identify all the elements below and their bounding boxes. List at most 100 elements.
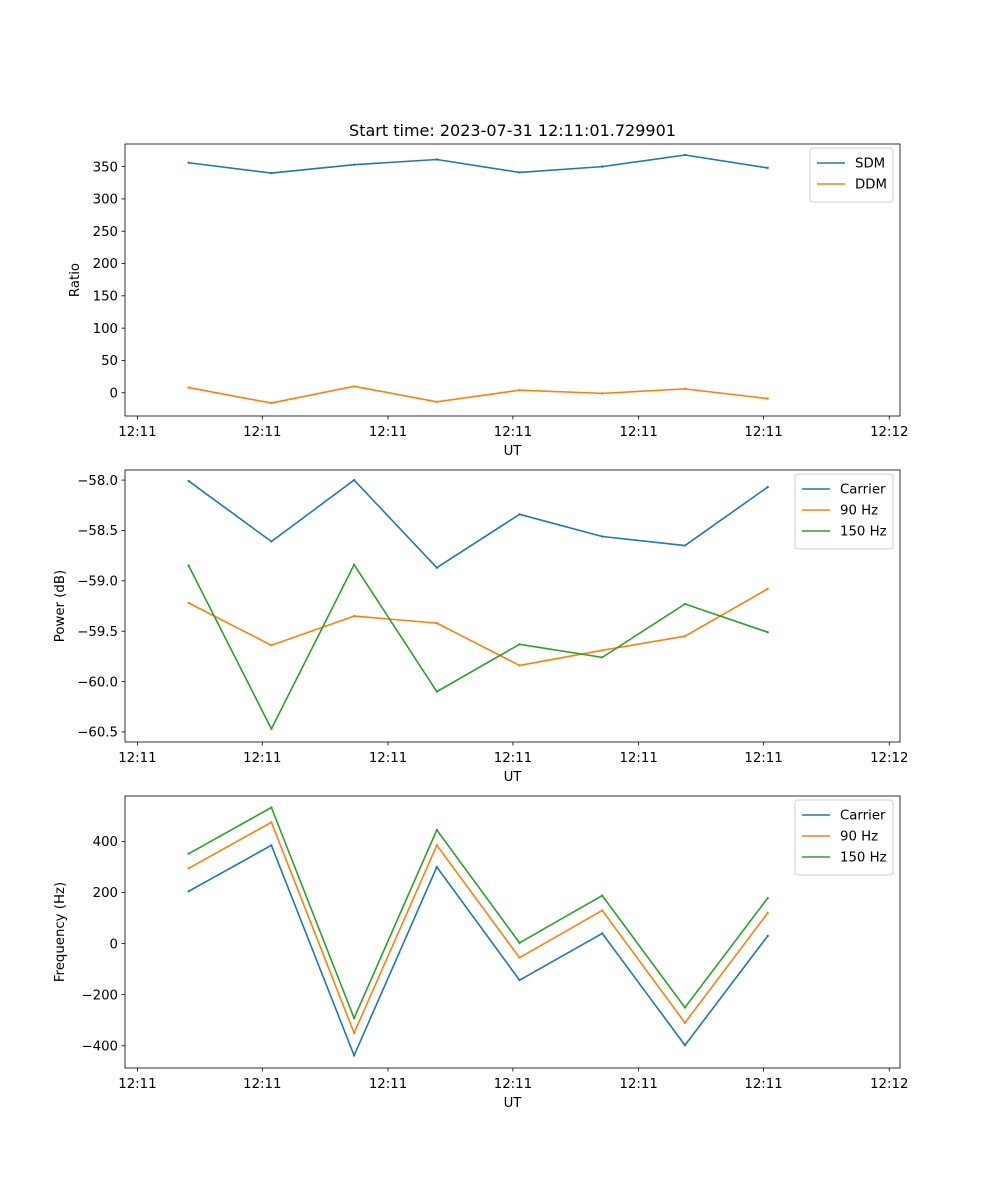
- x-tick-label: 12:12: [870, 1077, 908, 1092]
- data-point: [435, 158, 439, 161]
- series-line-ddm: [188, 385, 768, 404]
- series-line-150-hz: [188, 806, 769, 1019]
- series-line-90-hz: [188, 821, 769, 1034]
- x-tick-label: 12:12: [870, 751, 908, 766]
- data-point: [518, 513, 521, 516]
- y-tick-label: 150: [93, 290, 118, 305]
- y-tick-label: 200: [93, 886, 118, 901]
- y-tick-label: 50: [101, 354, 118, 369]
- data-point: [352, 563, 356, 566]
- series-line-90-hz: [188, 588, 769, 667]
- y-axis-label: Ratio: [68, 263, 83, 297]
- x-tick-label: 12:11: [243, 751, 281, 766]
- data-point: [270, 171, 273, 175]
- data-point: [683, 153, 687, 157]
- legend-box: [809, 147, 894, 203]
- data-point: [270, 401, 273, 405]
- data-point: [270, 821, 273, 824]
- x-tick-label: 12:11: [744, 751, 782, 766]
- data-point: [601, 656, 604, 659]
- data-point: [766, 630, 769, 634]
- data-point: [518, 978, 521, 982]
- data-point: [352, 614, 356, 618]
- chart-panel-2: 12:11 12:11 12:11 12:11 12:11 12:11 12:12 −60.5…: [53, 469, 908, 785]
- data-point: [766, 587, 769, 591]
- legend-entry: 150 Hz: [840, 851, 887, 866]
- data-point: [683, 602, 687, 606]
- data-point: [435, 400, 439, 403]
- series-line-carrier: [188, 479, 769, 569]
- x-tick-label: 12:11: [369, 1077, 407, 1092]
- y-axis-label: Power (dB): [53, 570, 68, 642]
- y-tick-label: −60.0: [77, 675, 118, 690]
- data-point: [766, 485, 769, 489]
- data-point: [601, 894, 604, 897]
- data-point: [683, 635, 687, 638]
- data-point: [435, 566, 439, 569]
- y-tick-label: −58.0: [77, 474, 118, 489]
- y-tick-label: 100: [93, 322, 118, 337]
- x-tick-label: 12:11: [243, 1077, 281, 1092]
- x-tick-label: 12:11: [744, 1077, 782, 1092]
- data-point: [352, 1031, 356, 1035]
- data-point: [187, 601, 190, 605]
- x-tick-label: 12:11: [118, 425, 156, 440]
- data-point: [683, 1044, 687, 1047]
- y-tick-label: 300: [93, 193, 118, 208]
- axes-frame: [124, 469, 901, 743]
- series-line-sdm: [188, 154, 768, 174]
- data-point: [518, 171, 521, 174]
- data-point: [435, 690, 439, 693]
- series-line-150-hz: [187, 563, 768, 730]
- y-tick-label: −400: [81, 1039, 118, 1054]
- y-tick-label: −58.5: [77, 524, 118, 539]
- legend-entry: 90 Hz: [840, 504, 878, 519]
- data-point: [270, 540, 273, 543]
- data-point: [766, 896, 769, 900]
- data-point: [435, 844, 439, 847]
- data-point: [766, 934, 769, 938]
- chart-panel-1: 12:11 12:11 12:11 12:11 12:11 12:11 12:12 0 50 10…: [68, 143, 908, 459]
- data-point: [601, 392, 604, 395]
- x-tick-label: 12:11: [494, 425, 532, 440]
- data-point: [270, 727, 273, 731]
- data-point: [683, 1006, 687, 1009]
- data-point: [601, 535, 604, 538]
- y-tick-label: −200: [81, 988, 118, 1003]
- figure-title: Start time: 2023-07-31 12:11:01.729901: [349, 121, 676, 140]
- x-tick-label: 12:11: [369, 425, 407, 440]
- x-tick-label: 12:11: [619, 751, 657, 766]
- data-point: [187, 890, 190, 893]
- data-point: [683, 1021, 687, 1024]
- legend: Carrier 90 Hz 150 Hz: [794, 799, 894, 876]
- data-point: [601, 909, 604, 912]
- y-tick-label: −60.5: [77, 726, 118, 741]
- x-tick-label: 12:11: [118, 751, 156, 766]
- data-point: [518, 956, 521, 959]
- series-line-carrier: [188, 844, 769, 1057]
- x-tick-label: 12:11: [494, 1077, 532, 1092]
- data-point: [187, 479, 190, 483]
- y-axis-label: Frequency (Hz): [53, 882, 68, 982]
- data-point: [187, 161, 190, 164]
- data-point: [601, 649, 604, 652]
- x-tick-label: 12:11: [619, 1077, 657, 1092]
- legend-entry: Carrier: [840, 483, 886, 498]
- data-point: [766, 397, 769, 400]
- data-point: [187, 564, 190, 567]
- data-point: [518, 664, 521, 667]
- x-axis-label: UT: [504, 1096, 523, 1111]
- data-point: [518, 941, 521, 945]
- legend: SDM DDM: [809, 147, 894, 203]
- legend: Carrier 90 Hz 150 Hz: [794, 473, 894, 550]
- data-point: [352, 163, 356, 166]
- y-tick-label: 0: [110, 937, 118, 952]
- y-tick-label: −59.5: [77, 625, 118, 640]
- data-point: [187, 852, 190, 855]
- x-axis-label: UT: [504, 770, 523, 785]
- x-tick-label: 12:11: [744, 425, 782, 440]
- axes-frame: [124, 143, 901, 417]
- legend-entry: 90 Hz: [840, 830, 878, 845]
- data-point: [683, 544, 687, 547]
